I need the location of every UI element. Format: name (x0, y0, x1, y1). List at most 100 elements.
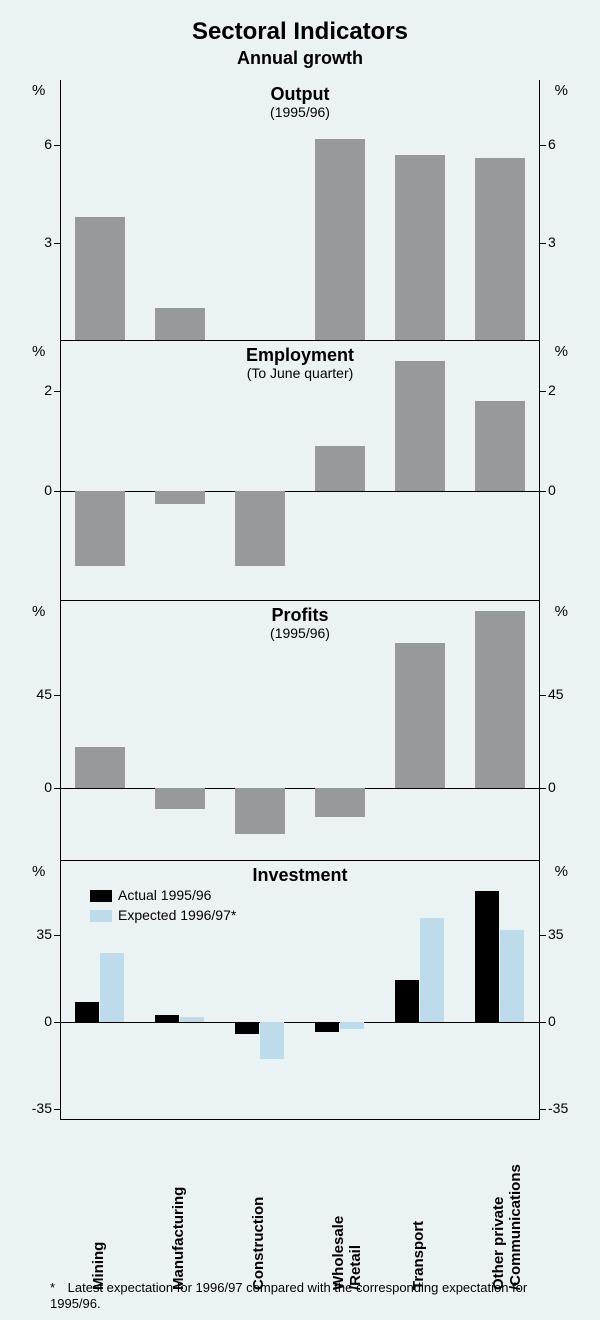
bar (75, 1002, 99, 1022)
y-tick-label-right: 6 (548, 136, 584, 152)
y-tick-label-left: 3 (16, 234, 52, 250)
pct-label-left: % (32, 82, 45, 99)
bar (475, 891, 499, 1022)
y-tick (54, 243, 60, 244)
y-tick-label-right: 45 (548, 686, 584, 702)
y-tick-label-right: 3 (548, 234, 584, 250)
zero-line (60, 1022, 540, 1023)
x-category-label: Construction (250, 1130, 267, 1290)
legend-label: Actual 1995/96 (118, 887, 211, 903)
y-tick-label-right: -35 (548, 1100, 584, 1116)
bar (475, 611, 525, 788)
bar (395, 643, 445, 789)
y-tick-label-right: 35 (548, 926, 584, 942)
bar (100, 953, 124, 1022)
y-tick (540, 145, 546, 146)
y-tick-label-left: 0 (16, 1013, 52, 1029)
panel-subtitle: (1995/96) (60, 625, 540, 641)
bar (340, 1022, 364, 1029)
pct-label-left: % (32, 863, 45, 880)
pct-label-right: % (555, 603, 568, 620)
bar (420, 918, 444, 1022)
panel-title: Profits (60, 605, 540, 626)
panel-subtitle: (1995/96) (60, 104, 540, 120)
pct-label-right: % (555, 863, 568, 880)
bar (260, 1022, 284, 1059)
y-tick-label-left: 0 (16, 779, 52, 795)
panel-profits: %%Profits(1995/96)004545 (60, 600, 540, 860)
bar (315, 788, 365, 817)
panel-employment: %%Employment(To June quarter)0022 (60, 340, 540, 600)
y-tick (54, 935, 60, 936)
bar (235, 491, 285, 566)
panels-area: %%Output(1995/96)3366%%Employment(To Jun… (60, 80, 540, 1120)
footnote: * Latest expectation for 1996/97 compare… (50, 1280, 560, 1313)
y-tick-label-left: 0 (16, 482, 52, 498)
panel-title: Investment (60, 865, 540, 886)
y-tick-label-left: 35 (16, 926, 52, 942)
bar (315, 446, 365, 491)
zero-line (60, 491, 540, 492)
pct-label-right: % (555, 82, 568, 99)
bar (155, 308, 205, 341)
y-tick-label-left: 45 (16, 686, 52, 702)
panel-title: Employment (60, 345, 540, 366)
bar (395, 980, 419, 1022)
y-tick (540, 695, 546, 696)
y-tick (54, 1109, 60, 1110)
x-category-label: Transport (410, 1130, 427, 1290)
bar (395, 155, 445, 340)
bar (75, 747, 125, 789)
bar (315, 139, 365, 341)
y-tick (540, 243, 546, 244)
y-tick (54, 145, 60, 146)
y-tick-label-left: -35 (16, 1100, 52, 1116)
y-tick (54, 695, 60, 696)
x-category-label: Manufacturing (170, 1130, 187, 1290)
footnote-marker: * (50, 1280, 64, 1296)
legend-label: Expected 1996/97* (118, 907, 236, 923)
bar (75, 491, 125, 566)
y-tick-label-right: 0 (548, 482, 584, 498)
chart-container: Sectoral Indicators Annual growth %%Outp… (0, 0, 600, 1320)
legend-item: Expected 1996/97* (90, 907, 236, 923)
panel-title: Output (60, 84, 540, 105)
panel-output: %%Output(1995/96)3366 (60, 80, 540, 340)
legend-item: Actual 1995/96 (90, 887, 211, 903)
y-tick-label-right: 0 (548, 1013, 584, 1029)
panel-investment: %%Investment-35-35003535Actual 1995/96Ex… (60, 860, 540, 1120)
bar (235, 788, 285, 834)
panel-subtitle: (To June quarter) (60, 365, 540, 381)
bar (155, 1015, 179, 1022)
legend-swatch (90, 890, 112, 902)
x-category-label: Mining (90, 1130, 107, 1290)
y-tick-label-right: 0 (548, 779, 584, 795)
x-category-label: Other private /Communications (490, 1130, 524, 1290)
zero-line (60, 788, 540, 789)
x-axis-categories: Mining Manufacturing Construction Wholesale… (60, 1120, 540, 1290)
bar (475, 401, 525, 491)
bar (315, 1022, 339, 1032)
y-tick (54, 391, 60, 392)
chart-subtitle: Annual growth (0, 48, 600, 69)
pct-label-right: % (555, 343, 568, 360)
footnote-text: Latest expectation for 1996/97 compared … (50, 1280, 527, 1311)
bar (475, 158, 525, 340)
x-category-label: Wholesale /Retail (330, 1130, 364, 1290)
bar (155, 788, 205, 809)
y-tick-label-left: 2 (16, 382, 52, 398)
y-tick-label-right: 2 (548, 382, 584, 398)
legend-swatch (90, 910, 112, 922)
bar (75, 217, 125, 341)
pct-label-left: % (32, 603, 45, 620)
y-tick (540, 1109, 546, 1110)
y-tick (540, 491, 546, 492)
y-tick (540, 391, 546, 392)
bar (500, 930, 524, 1022)
bar (155, 491, 205, 504)
pct-label-left: % (32, 343, 45, 360)
chart-title: Sectoral Indicators (0, 18, 600, 46)
y-tick (540, 935, 546, 936)
y-tick (540, 1022, 546, 1023)
y-tick-label-left: 6 (16, 136, 52, 152)
